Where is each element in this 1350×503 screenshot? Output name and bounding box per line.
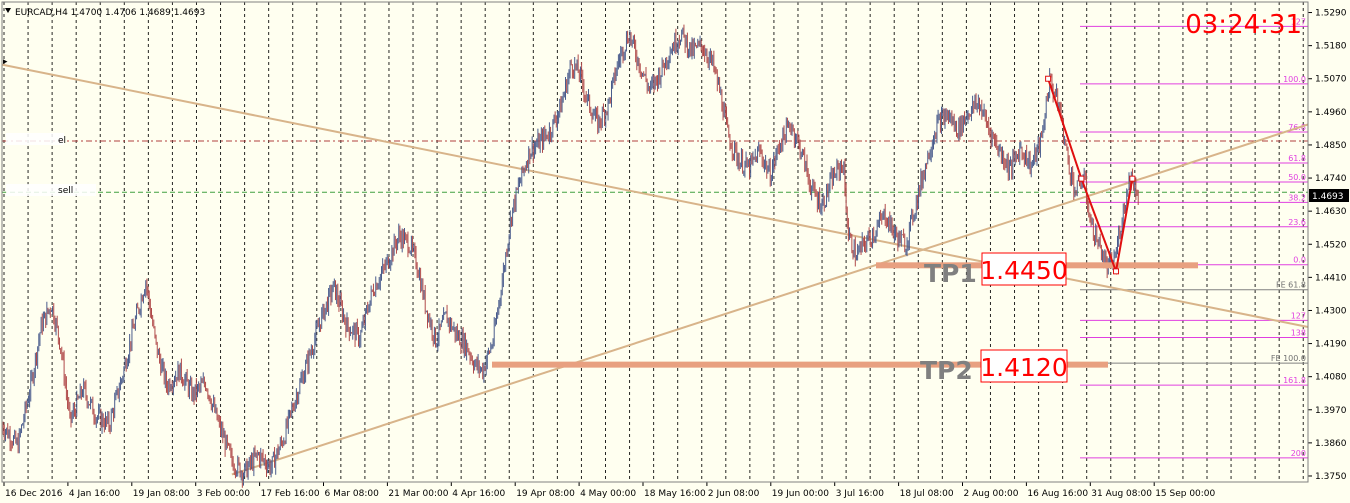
x-tick-label: 4 May 00:00 xyxy=(580,489,636,499)
x-tick-label: 19 Jun 00:00 xyxy=(772,489,829,499)
candles xyxy=(1,24,1139,488)
y-tick-label: 1.5180 xyxy=(1315,42,1347,52)
x-tick-label: 31 Aug 08:00 xyxy=(1091,489,1152,499)
harmonic-point[interactable] xyxy=(1113,268,1120,275)
tp2-bar xyxy=(492,361,1108,368)
fib-label: 161.8 xyxy=(1283,376,1306,385)
left-label-lower: sell xyxy=(58,186,73,196)
x-tick-label: 17 Feb 16:00 xyxy=(261,489,320,499)
fib-label: 100.0 xyxy=(1283,75,1306,84)
fib-label: 127 xyxy=(1291,311,1306,320)
x-tick-label: 21 Mar 00:00 xyxy=(388,489,448,499)
fib-label: 38.2 xyxy=(1288,193,1306,202)
x-tick-label: 3 Jul 16:00 xyxy=(836,489,885,499)
harmonic-point[interactable] xyxy=(1129,175,1136,182)
tp1-label: TP1 1.4450 xyxy=(924,252,1068,288)
target-bars xyxy=(492,262,1198,368)
x-tick-label: 18 May 16:00 xyxy=(644,489,706,499)
x-tick-label: 18 Jul 08:00 xyxy=(900,489,954,499)
x-tick-label: 4 Jan 16:00 xyxy=(69,489,121,499)
y-tick-label: 1.5290 xyxy=(1315,9,1347,19)
y-tick-label: 1.3970 xyxy=(1315,406,1347,416)
symbol-header: EURCAD,H4 1.4700 1.4706 1.4689 1.4693 xyxy=(5,8,205,18)
x-tick-label: 16 Dec 2016 xyxy=(5,489,63,499)
fe-label: FE 61.8 xyxy=(1276,281,1306,290)
x-tick-label: 19 Jan 08:00 xyxy=(133,489,190,499)
x-tick-label: 4 Apr 16:00 xyxy=(452,489,505,499)
fe-label: FE 100.0 xyxy=(1271,354,1306,363)
fib-label: 127 xyxy=(1291,17,1306,26)
x-tick-label: 16 Aug 16:00 xyxy=(1027,489,1088,499)
fib-label: 200 xyxy=(1291,449,1306,458)
fib-label: 50.0 xyxy=(1288,173,1306,182)
countdown-timer: 03:24:31 xyxy=(1185,10,1302,40)
left-label-box-lower xyxy=(6,184,96,196)
y-tick-label: 1.4630 xyxy=(1315,207,1347,217)
y-tick-label: 1.4190 xyxy=(1315,340,1347,350)
x-tick-label: 3 Feb 00:00 xyxy=(197,489,251,499)
x-tick-label: 2 Aug 00:00 xyxy=(964,489,1019,499)
left-label-box-upper xyxy=(6,133,64,145)
harmonic-point[interactable] xyxy=(1078,175,1085,182)
x-tick-label: 15 Sep 00:00 xyxy=(1155,489,1215,499)
y-tick-label: 1.3860 xyxy=(1315,439,1347,449)
current-price: 1.4693 xyxy=(1312,192,1344,202)
price-axis: 1.5290 1.5180 1.5070 1.4960 1.4850 1.4740 1.46… xyxy=(1308,9,1347,482)
y-tick-label: 1.5070 xyxy=(1315,75,1347,85)
left-label-upper: el xyxy=(58,136,66,146)
horizontal-levels xyxy=(2,140,1308,193)
trendlines[interactable] xyxy=(1,63,1309,476)
y-tick-label: 1.4850 xyxy=(1315,141,1347,151)
plot-frame xyxy=(1,1,1309,483)
x-tick-label: 6 Mar 08:00 xyxy=(325,489,380,499)
current-price-tag: 1.4693 xyxy=(1309,189,1349,202)
tp2-price: 1.4120 xyxy=(980,353,1067,382)
fibonacci-levels: 138127100.076.861.850.038.223.60.0127138… xyxy=(1080,0,1308,459)
y-tick-label: 1.4410 xyxy=(1315,273,1347,283)
vertical-grid xyxy=(3,2,1304,482)
tp1-price-box xyxy=(981,252,1067,286)
y-tick-label: 1.4960 xyxy=(1315,108,1347,118)
x-tick-label: 2 Jun 08:00 xyxy=(708,489,760,499)
y-tick-label: 1.4520 xyxy=(1315,240,1347,250)
harmonic-leg[interactable] xyxy=(1047,78,1134,276)
tp2-price-box xyxy=(980,349,1068,383)
symbol-line: EURCAD,H4 1.4700 1.4706 1.4689 1.4693 xyxy=(15,8,205,18)
y-tick-label: 1.4300 xyxy=(1315,306,1347,316)
time-axis: 16 Dec 2016 4 Jan 16:00 19 Jan 08:00 3 Feb … xyxy=(3,482,1216,499)
y-tick-label: 1.4740 xyxy=(1315,174,1347,184)
fib-label: 61.8 xyxy=(1288,154,1306,163)
harmonic-point[interactable] xyxy=(1045,75,1052,82)
left-edge-marker: ▸ xyxy=(3,57,8,67)
tp2-label: TP2 1.4120 xyxy=(920,349,1068,385)
y-tick-label: 1.3750 xyxy=(1315,472,1347,482)
trendline-0[interactable] xyxy=(1,63,1309,328)
tp1-tag: TP1 xyxy=(924,259,977,288)
harmonic-pattern[interactable] xyxy=(1045,75,1136,276)
y-tick-label: 1.4080 xyxy=(1315,373,1347,383)
tp2-tag: TP2 xyxy=(920,356,973,385)
tp1-price: 1.4450 xyxy=(980,256,1067,285)
fib-label: 138 xyxy=(1291,329,1306,338)
fib-label: 23.6 xyxy=(1288,218,1306,227)
fib-label: 138 xyxy=(1291,0,1306,2)
fib-label: 0.0 xyxy=(1293,256,1306,265)
dropdown-triangle-icon[interactable] xyxy=(5,8,11,13)
x-tick-label: 19 Apr 08:00 xyxy=(516,489,575,499)
